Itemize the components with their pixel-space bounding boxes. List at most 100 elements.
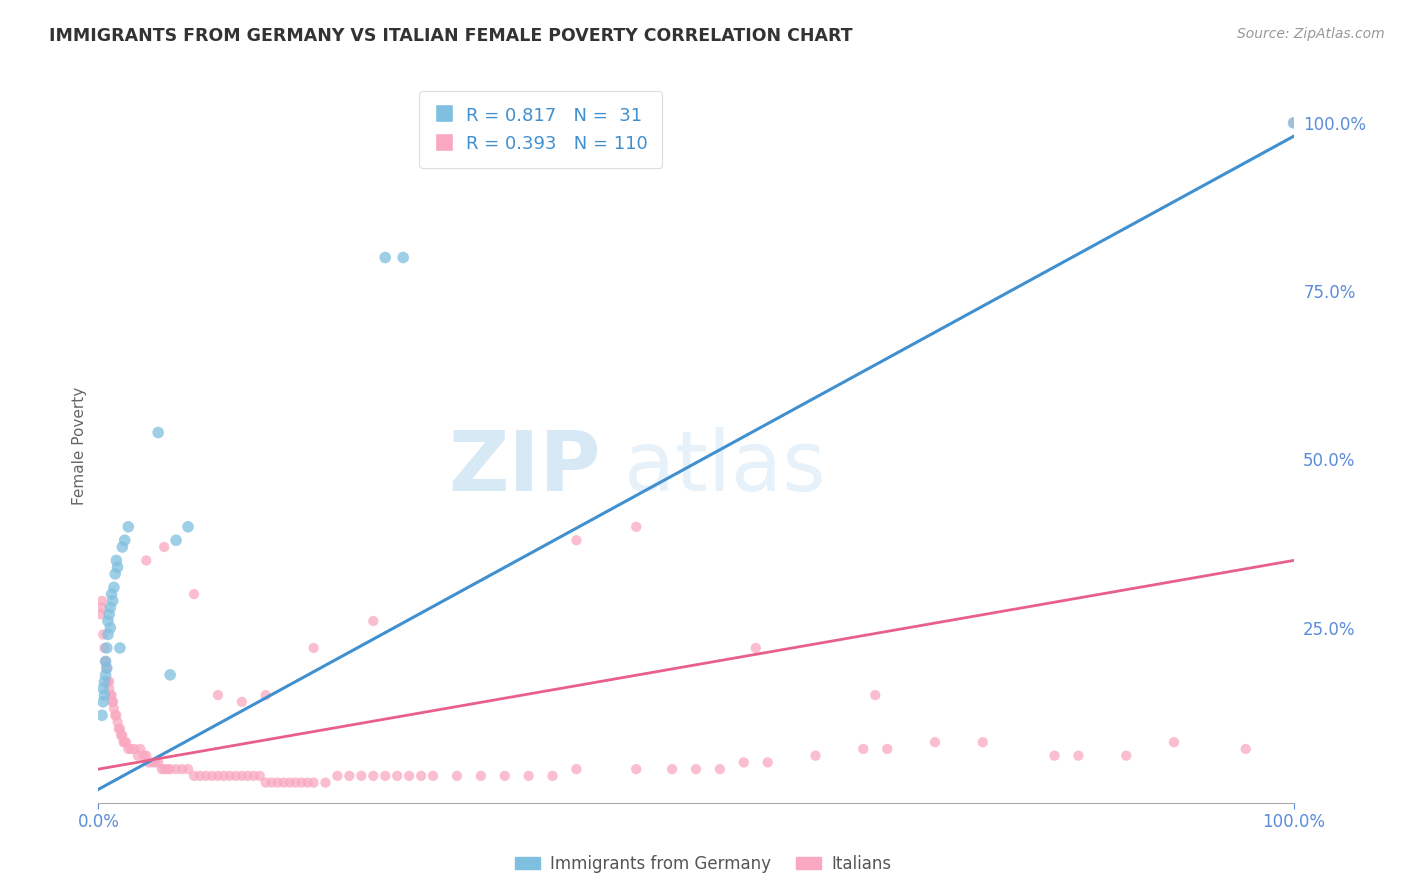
Point [297, 775, 319, 789]
Point [385, 769, 409, 783]
Point [231, 769, 253, 783]
Point [363, 614, 385, 628]
Point [103, 701, 125, 715]
Point [876, 742, 898, 756]
Point [150, 762, 173, 776]
Point [661, 762, 683, 776]
Point [153, 540, 176, 554]
Point [254, 688, 277, 702]
Point [863, 688, 887, 702]
Point [733, 756, 755, 770]
Point [104, 566, 127, 581]
Point [565, 762, 588, 776]
Point [105, 708, 128, 723]
Point [1282, 116, 1305, 130]
Point [111, 540, 134, 554]
Point [188, 769, 211, 783]
Point [972, 735, 994, 749]
Point [302, 775, 325, 789]
Point [1234, 742, 1257, 756]
Point [108, 640, 131, 655]
Point [267, 775, 290, 789]
Point [183, 587, 205, 601]
Point [159, 668, 181, 682]
Text: ZIP: ZIP [449, 427, 600, 508]
Point [107, 560, 129, 574]
Text: atlas: atlas [624, 427, 825, 508]
Point [101, 594, 124, 608]
Point [284, 775, 307, 789]
Point [141, 756, 163, 770]
Point [709, 762, 731, 776]
Legend: R = 0.817   N =  31, R = 0.393   N = 110: R = 0.817 N = 31, R = 0.393 N = 110 [419, 91, 662, 168]
Point [107, 722, 129, 736]
Point [685, 762, 707, 776]
Y-axis label: Female Poverty: Female Poverty [72, 387, 87, 505]
Point [105, 553, 128, 567]
Point [207, 688, 229, 702]
Point [100, 587, 122, 601]
Text: Source: ZipAtlas.com: Source: ZipAtlas.com [1237, 27, 1385, 41]
Point [1067, 748, 1090, 763]
Point [278, 775, 301, 789]
Point [249, 769, 271, 783]
Point [225, 769, 247, 783]
Point [94, 655, 117, 669]
Point [804, 748, 827, 763]
Point [177, 762, 200, 776]
Point [94, 655, 117, 669]
Point [1282, 116, 1305, 130]
Point [148, 425, 170, 440]
Point [541, 769, 564, 783]
Point [422, 769, 444, 783]
Point [254, 775, 277, 789]
Point [103, 580, 125, 594]
Point [98, 600, 122, 615]
Point [98, 688, 122, 702]
Point [91, 600, 114, 615]
Point [114, 533, 136, 548]
Point [90, 607, 112, 622]
Point [91, 627, 114, 641]
Point [148, 756, 170, 770]
Point [156, 762, 179, 776]
Point [212, 769, 235, 783]
Point [165, 762, 187, 776]
Point [117, 520, 139, 534]
Point [1115, 748, 1137, 763]
Point [104, 708, 127, 723]
Point [93, 688, 115, 702]
Point [94, 655, 117, 669]
Point [236, 769, 259, 783]
Point [138, 756, 160, 770]
Point [194, 769, 218, 783]
Point [315, 775, 337, 789]
Point [273, 775, 295, 789]
Point [745, 640, 768, 655]
Point [97, 627, 120, 641]
Text: IMMIGRANTS FROM GERMANY VS ITALIAN FEMALE POVERTY CORRELATION CHART: IMMIGRANTS FROM GERMANY VS ITALIAN FEMAL… [49, 27, 853, 45]
Point [135, 748, 157, 763]
Point [96, 661, 118, 675]
Point [153, 762, 176, 776]
Point [291, 775, 314, 789]
Point [201, 769, 224, 783]
Point [924, 735, 946, 749]
Point [91, 594, 114, 608]
Point [494, 769, 516, 783]
Point [260, 775, 283, 789]
Point [101, 695, 124, 709]
Point [120, 742, 142, 756]
Point [392, 251, 415, 265]
Point [852, 742, 875, 756]
Point [97, 614, 120, 628]
Point [98, 674, 121, 689]
Point [94, 668, 117, 682]
Point [110, 729, 132, 743]
Point [374, 251, 396, 265]
Point [756, 756, 779, 770]
Point [124, 742, 146, 756]
Point [111, 729, 134, 743]
Legend: Immigrants from Germany, Italians: Immigrants from Germany, Italians [509, 848, 897, 880]
Point [159, 762, 181, 776]
